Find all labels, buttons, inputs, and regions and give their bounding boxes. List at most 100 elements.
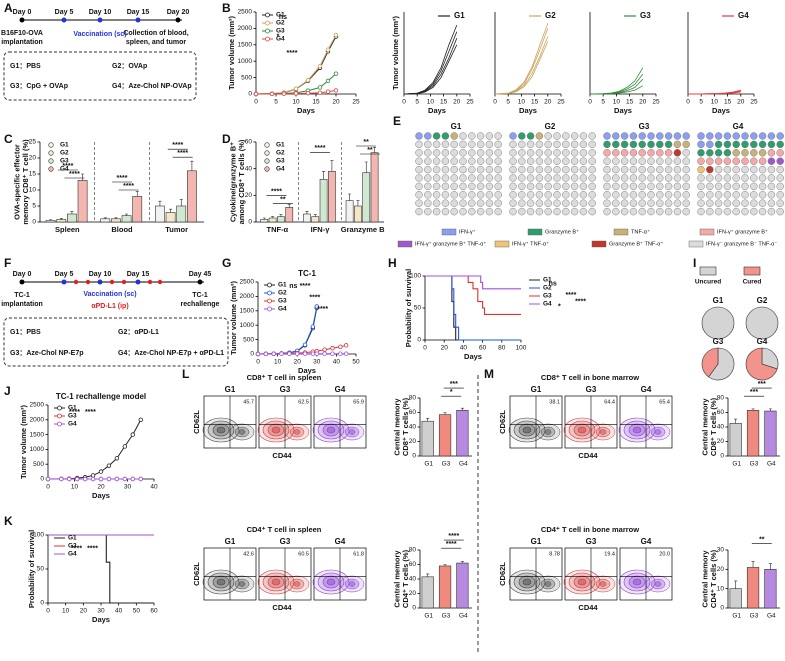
dot [664, 165, 673, 174]
sig: * [450, 389, 453, 396]
dot [535, 191, 544, 199]
tick-label: 10 [711, 99, 719, 106]
dot [424, 140, 432, 149]
axis-label: CD4⁺ T cells (%) [709, 549, 718, 608]
dot [526, 140, 535, 149]
chart-title: G3 [586, 385, 597, 394]
contour [573, 423, 591, 437]
dot [638, 140, 646, 149]
tick-label: 30 [717, 547, 725, 554]
dot [494, 157, 502, 165]
error-bar [426, 418, 430, 422]
pie-slice [701, 306, 735, 340]
timeline-dot [97, 17, 103, 23]
tick-label: G3 [750, 613, 759, 620]
contour [267, 575, 285, 589]
series-line [403, 24, 458, 95]
gate-label: 20.0 [659, 551, 670, 557]
bar [362, 172, 371, 223]
dot [603, 191, 611, 199]
tick-label: 0 [588, 99, 592, 106]
legend-label: G2 [276, 20, 285, 27]
contour [262, 420, 290, 440]
dot [459, 149, 467, 157]
sig: ns [279, 14, 287, 21]
dot [544, 199, 552, 207]
legend-label: G2 [278, 290, 287, 297]
tick-label: 10 [29, 187, 37, 194]
bar [100, 218, 111, 223]
dot [732, 191, 740, 199]
contour [293, 429, 301, 435]
dot [450, 182, 458, 191]
dot [706, 207, 714, 216]
data-point [314, 304, 319, 309]
dot [741, 174, 749, 182]
tick-label: 1000 [240, 322, 255, 329]
tick-label: 40 [245, 165, 253, 172]
axis-label: Days [712, 106, 730, 115]
dot [706, 174, 714, 182]
contour [628, 423, 646, 437]
dot [620, 191, 629, 199]
tick-label: 20 [717, 566, 725, 573]
dot [518, 182, 526, 191]
dot [776, 157, 784, 165]
day-label: Day 10 [89, 9, 112, 16]
dot [535, 207, 544, 216]
contour [623, 572, 651, 592]
legend-swatch [265, 12, 270, 18]
dot [459, 132, 467, 140]
dot [535, 165, 544, 174]
dot [544, 157, 552, 165]
dot [494, 132, 502, 140]
dot [553, 174, 561, 182]
dot [767, 149, 776, 157]
dot [570, 207, 579, 216]
dot [544, 140, 552, 149]
error-bar [70, 211, 74, 214]
tick-label: 15 [626, 99, 634, 106]
contour [348, 429, 356, 435]
sig: ** [367, 147, 373, 154]
axis-label: Days [519, 106, 537, 115]
bar [354, 205, 362, 223]
dot [767, 140, 776, 149]
tick-label: 0 [250, 351, 254, 358]
dot [588, 182, 596, 191]
dot [468, 157, 476, 165]
dot [424, 157, 432, 165]
dot [526, 165, 535, 174]
dot [776, 165, 784, 174]
axis-label: Granzyme B [341, 225, 385, 234]
dot [758, 157, 767, 165]
day-label: Day 45 [189, 271, 212, 278]
bar [746, 567, 760, 609]
tick-label: 500 [243, 336, 254, 343]
dot [682, 140, 690, 149]
dot [468, 182, 476, 191]
dot [526, 174, 535, 182]
chart-title: G4 [757, 337, 768, 346]
tick-label: 2500 [30, 402, 45, 409]
sig: **** [69, 171, 80, 178]
dot [468, 140, 476, 149]
legend-swatch [57, 421, 62, 427]
tick-label: 0 [423, 345, 427, 352]
data-point [98, 469, 104, 474]
legend-label: G3 [60, 158, 69, 165]
error-bar [356, 200, 360, 206]
flow-plot [257, 395, 312, 449]
bar [456, 562, 469, 609]
legend-swatch [57, 413, 62, 419]
axis-label: Central memory [700, 398, 709, 456]
dot [741, 182, 749, 191]
tick-label: 20 [409, 438, 417, 445]
dot [544, 191, 552, 199]
tick-label: G3 [750, 461, 759, 468]
gate-label: 61.8 [353, 551, 364, 557]
dot [629, 182, 638, 191]
dot [612, 182, 620, 191]
tick-label: 20 [717, 438, 725, 445]
